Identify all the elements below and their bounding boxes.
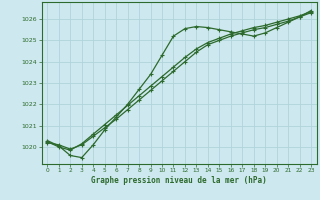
X-axis label: Graphe pression niveau de la mer (hPa): Graphe pression niveau de la mer (hPa) [91, 176, 267, 185]
